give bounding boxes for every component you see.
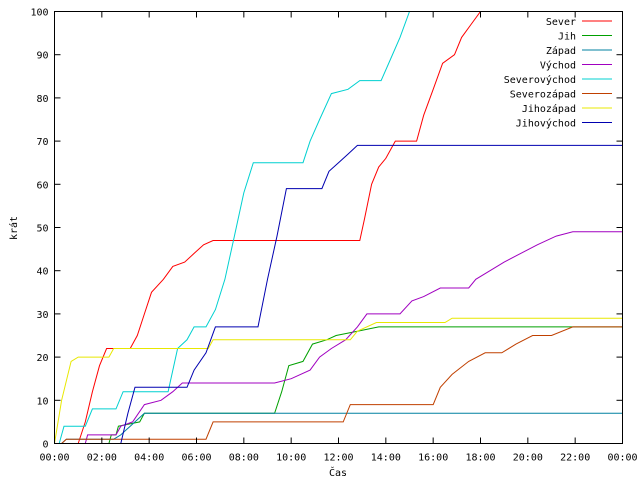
y-tick-label: 0 <box>42 440 48 451</box>
y-axis-title: krát <box>8 216 20 240</box>
x-tick-label: 00:00 <box>607 453 637 464</box>
legend-entry-label: Jihovýchod <box>516 118 576 130</box>
legend-entry-label: Jih <box>558 32 576 43</box>
series-line <box>54 144 623 444</box>
x-tick-label: 20:00 <box>513 453 543 464</box>
legend-entry-label: Severozápad <box>510 89 576 101</box>
y-tick-label: 20 <box>36 353 48 364</box>
y-tick-label: 40 <box>36 267 48 278</box>
x-tick-label: 08:00 <box>229 453 259 464</box>
x-tick-label: 14:00 <box>371 453 401 464</box>
x-tick-label: 02:00 <box>87 453 117 464</box>
x-tick-label: 16:00 <box>418 453 448 464</box>
x-tick-label: 18:00 <box>465 453 495 464</box>
series-line <box>54 326 623 444</box>
legend-entry-label: Východ <box>540 60 576 72</box>
series-line <box>54 11 623 444</box>
x-tick-label: 12:00 <box>323 453 353 464</box>
legend: Sever Jih Západ Východ Severovýchod Severozáp… <box>504 17 612 130</box>
y-tick-label: 10 <box>36 396 48 407</box>
legend-entry-label: Sever <box>546 17 576 28</box>
legend-entry-label: Jihozápad <box>522 103 576 115</box>
series-layer <box>54 11 623 444</box>
x-tick-label: 22:00 <box>560 453 590 464</box>
ticks-layer: 00:00 02:00 04:00 06:00 08:00 10:00 12:00 14:00… <box>30 8 637 464</box>
x-tick-label: 04:00 <box>134 453 164 464</box>
x-axis-title: Čas <box>329 466 347 479</box>
y-tick-label: 70 <box>36 137 48 148</box>
y-tick-label: 50 <box>36 224 48 235</box>
x-tick-label: 00:00 <box>39 453 69 464</box>
y-tick-label: 100 <box>30 8 48 19</box>
y-tick-label: 30 <box>36 310 48 321</box>
legend-entry-label: Západ <box>546 45 576 57</box>
legend-entry-label: Severovýchod <box>504 74 576 86</box>
series-line <box>77 11 623 444</box>
x-tick-label: 10:00 <box>276 453 306 464</box>
x-tick-label: 06:00 <box>181 453 211 464</box>
y-tick-label: 90 <box>36 51 48 62</box>
y-tick-label: 60 <box>36 180 48 191</box>
y-tick-label: 80 <box>36 94 48 105</box>
series-line <box>54 317 623 444</box>
